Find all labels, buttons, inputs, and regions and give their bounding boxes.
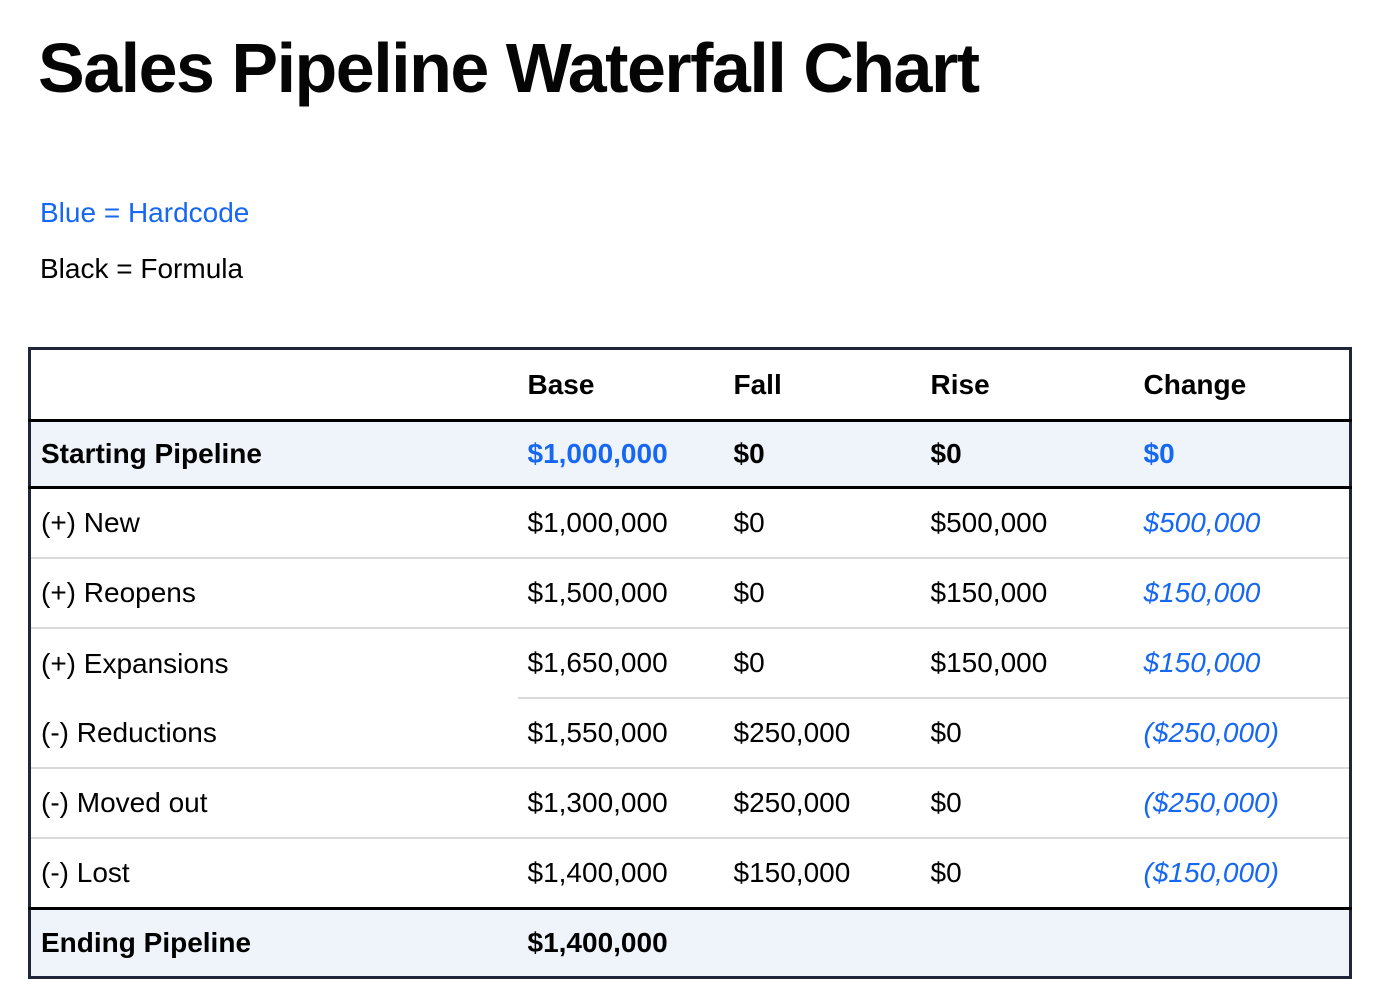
cell-base: $1,650,000 [517, 627, 724, 699]
header-row: Base Fall Rise Change [29, 348, 1351, 423]
cell-change [1133, 907, 1351, 978]
cell-label: (-) Lost [29, 837, 518, 909]
cell-rise: $0 [920, 420, 1134, 490]
cell-base: $1,400,000 [517, 907, 724, 978]
cell-fall: $150,000 [723, 837, 921, 909]
cell-label: Ending Pipeline [29, 907, 518, 978]
col-header-change: Change [1133, 348, 1351, 423]
cell-change: $0 [1133, 420, 1351, 490]
cell-rise: $0 [920, 837, 1134, 909]
cell-change: $500,000 [1133, 486, 1351, 559]
cell-base: $1,000,000 [517, 486, 724, 559]
cell-fall: $0 [723, 420, 921, 490]
row-new: (+) New $1,000,000 $0 $500,000 $500,000 [29, 486, 1351, 559]
row-reductions: (-) Reductions $1,550,000 $250,000 $0 ($… [29, 697, 1351, 769]
row-reopens: (+) Reopens $1,500,000 $0 $150,000 $150,… [29, 557, 1351, 629]
cell-label: (-) Moved out [29, 767, 518, 839]
cell-fall: $250,000 [723, 697, 921, 769]
legend-blue-hardcode: Blue = Hardcode [40, 197, 250, 228]
cell-rise: $500,000 [920, 486, 1134, 559]
page: Sales Pipeline Waterfall Chart Blue = Ha… [28, 29, 1386, 980]
cell-rise: $0 [920, 767, 1134, 839]
row-starting-pipeline: Starting Pipeline $1,000,000 $0 $0 $0 [29, 420, 1351, 490]
cell-base: $1,550,000 [517, 697, 724, 769]
row-lost: (-) Lost $1,400,000 $150,000 $0 ($150,00… [29, 837, 1351, 909]
page-title: Sales Pipeline Waterfall Chart [38, 29, 980, 107]
col-header-fall: Fall [723, 348, 921, 423]
cell-base: $1,000,000 [517, 420, 724, 490]
col-header-rise: Rise [920, 348, 1134, 423]
row-expansions: (+) Expansions $1,650,000 $0 $150,000 $1… [29, 627, 1351, 699]
col-header-label [29, 348, 518, 423]
cell-base: $1,500,000 [517, 557, 724, 629]
cell-base: $1,400,000 [517, 837, 724, 909]
cell-fall: $250,000 [723, 767, 921, 839]
pipeline-table: Base Fall Rise Change Starting Pipeline … [28, 347, 1352, 980]
cell-rise: $150,000 [920, 557, 1134, 629]
cell-change: $150,000 [1133, 557, 1351, 629]
cell-change: $150,000 [1133, 627, 1351, 699]
row-moved-out: (-) Moved out $1,300,000 $250,000 $0 ($2… [29, 767, 1351, 839]
cell-fall: $0 [723, 486, 921, 559]
cell-label: (+) New [29, 486, 518, 559]
legend-black-formula: Black = Formula [40, 252, 244, 284]
legend: Blue = Hardcode Black = Formula [40, 196, 1386, 285]
cell-fall: $0 [723, 627, 921, 699]
cell-label: Starting Pipeline [29, 420, 518, 490]
cell-change: ($250,000) [1133, 697, 1351, 769]
col-header-base: Base [517, 348, 724, 423]
cell-label: (+) Expansions [29, 627, 518, 699]
cell-base: $1,300,000 [517, 767, 724, 839]
cell-fall [723, 907, 921, 978]
cell-fall: $0 [723, 557, 921, 629]
row-ending-pipeline: Ending Pipeline $1,400,000 [29, 907, 1351, 978]
cell-rise: $0 [920, 697, 1134, 769]
cell-rise [920, 907, 1134, 978]
cell-change: ($250,000) [1133, 767, 1351, 839]
cell-label: (+) Reopens [29, 557, 518, 629]
cell-change: ($150,000) [1133, 837, 1351, 909]
cell-rise: $150,000 [920, 627, 1134, 699]
cell-label: (-) Reductions [29, 698, 518, 769]
